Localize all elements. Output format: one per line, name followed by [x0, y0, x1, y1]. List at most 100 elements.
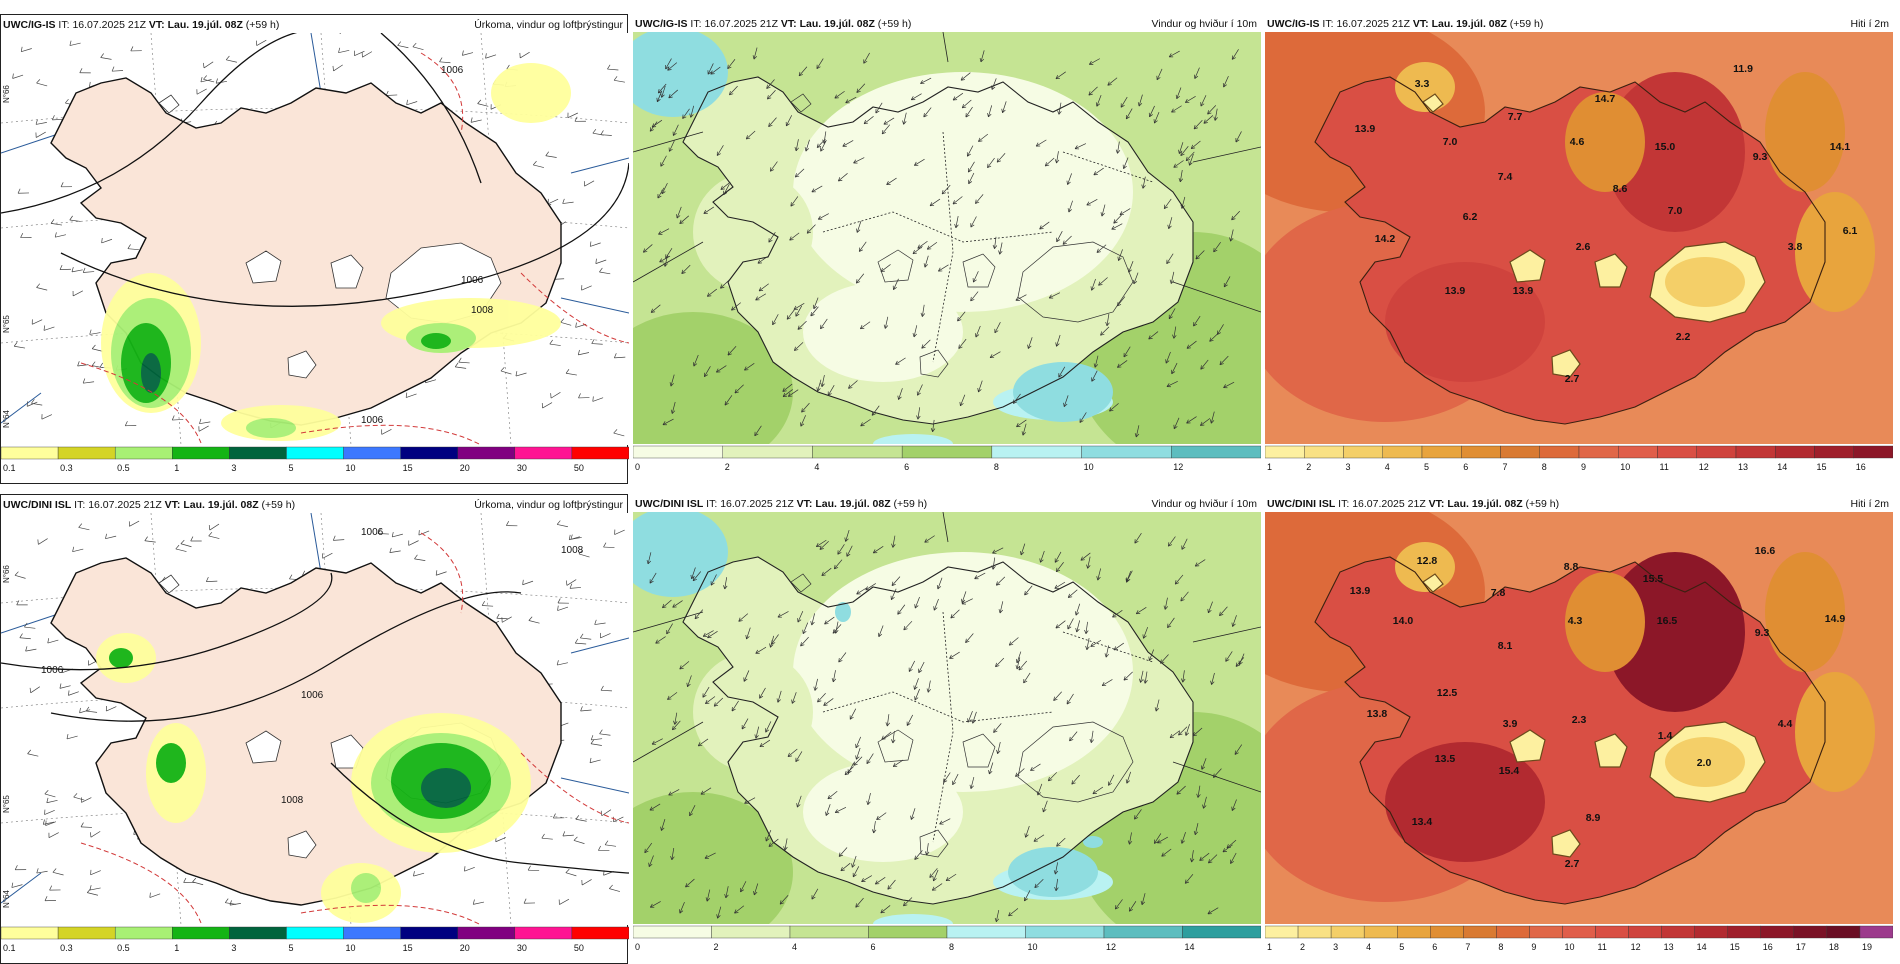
- colorbar-tick-label: 10: [1620, 462, 1630, 472]
- colorbar-swatch: [1728, 926, 1761, 938]
- precip-area: [421, 333, 451, 349]
- colorbar-swatch: [947, 926, 1026, 938]
- colorbar-tick-label: 10: [1084, 462, 1094, 472]
- wind-map: [633, 512, 1261, 924]
- pressure-label: 1008: [281, 795, 304, 806]
- colorbar-tick-label: 3: [231, 463, 236, 473]
- colorbar-swatch: [1171, 446, 1261, 458]
- colorbar-tick-label: 0.3: [60, 943, 73, 953]
- precip-area: [491, 63, 571, 123]
- precip-area: [109, 648, 133, 668]
- latitude-label: N°65: [2, 315, 11, 333]
- temperature-label: 6.1: [1843, 225, 1858, 237]
- valid-time-value: Lau. 19.júl. 08Z: [183, 499, 258, 511]
- temperature-label: 13.4: [1412, 816, 1433, 828]
- colorbar-tick-label: 1: [174, 943, 179, 953]
- colorbar-tick-label: 9: [1531, 942, 1536, 952]
- colorbar-tick-label: 15: [403, 943, 413, 953]
- init-time-value: 16.07.2025 21Z: [1352, 498, 1426, 510]
- colorbar-tick-label: 2: [714, 942, 719, 952]
- colorbar-tick-label: 0.1: [3, 943, 16, 953]
- pressure-label: 1006: [301, 690, 324, 701]
- map-panel-precip: UWC/DINI ISL IT: 16.07.2025 21Z VT: Lau.…: [0, 494, 628, 964]
- colorbar-swatch: [1344, 446, 1383, 458]
- colorbar-swatch: [790, 926, 869, 938]
- panel-title: Vindur og hviður í 10m: [1152, 497, 1257, 511]
- colorbar-tick-label: 15: [1817, 462, 1827, 472]
- init-time-label: IT:: [58, 19, 69, 31]
- colorbar-swatch: [992, 446, 1082, 458]
- precip-area: [351, 873, 381, 903]
- temperature-label: 4.6: [1570, 136, 1585, 148]
- temperature-label: 14.9: [1825, 613, 1846, 625]
- colorbar-swatch: [458, 447, 515, 459]
- colorbar-swatch: [172, 927, 229, 939]
- temp-area: [1765, 552, 1845, 672]
- colorbar-tick-label: 2: [725, 462, 730, 472]
- colorbar-swatch: [1463, 926, 1496, 938]
- colorbar-tick-label: 2: [1300, 942, 1305, 952]
- colorbar-swatch: [1854, 446, 1893, 458]
- lead-time: (+59 h): [246, 19, 280, 31]
- temperature-label: 2.0: [1697, 757, 1712, 769]
- panel-header: UWC/IG-IS IT: 16.07.2025 21Z VT: Lau. 19…: [3, 18, 623, 32]
- colorbar-tick-label: 4: [792, 942, 797, 952]
- panel-title: Hiti í 2m: [1850, 497, 1889, 511]
- colorbar-tick-label: 5: [1424, 462, 1429, 472]
- colorbar-tick-label: 7: [1465, 942, 1470, 952]
- colorbar-swatch: [58, 927, 115, 939]
- precip-area: [246, 418, 296, 438]
- colorbar-swatch: [1104, 926, 1183, 938]
- map-panel-temp: UWC/IG-IS IT: 16.07.2025 21Z VT: Lau. 19…: [1265, 14, 1893, 484]
- wind-map: [633, 32, 1261, 444]
- colorbar-tick-label: 16: [1763, 942, 1773, 952]
- colorbar-tick-label: 6: [904, 462, 909, 472]
- temperature-label: 13.9: [1513, 285, 1534, 297]
- colorbar-tick-label: 19: [1862, 942, 1872, 952]
- colorbar-tick-label: 13: [1664, 942, 1674, 952]
- temperature-label: 2.7: [1565, 373, 1580, 385]
- colorbar-swatch: [1827, 926, 1860, 938]
- colorbar-tick-label: 5: [1399, 942, 1404, 952]
- temperature-label: 13.5: [1435, 753, 1456, 765]
- colorbar-swatch: [1331, 926, 1364, 938]
- colorbar-tick-label: 0: [635, 462, 640, 472]
- colorbar-tick-label: 12: [1631, 942, 1641, 952]
- map-panel-precip: UWC/IG-IS IT: 16.07.2025 21Z VT: Lau. 19…: [0, 14, 628, 484]
- model-name: UWC/IG-IS: [3, 19, 56, 31]
- colorbar-tick-label: 18: [1829, 942, 1839, 952]
- colorbar-tick-label: 1: [1267, 462, 1272, 472]
- temperature-label: 13.9: [1445, 285, 1466, 297]
- colorbar-tick-label: 12: [1173, 462, 1183, 472]
- temperature-label: 7.8: [1491, 587, 1506, 599]
- wind-gust-area: [1013, 362, 1113, 422]
- valid-time-label: VT:: [781, 18, 797, 30]
- colorbar-tick-label: 1: [174, 463, 179, 473]
- temperature-label: 14.7: [1595, 93, 1616, 105]
- init-time-value: 16.07.2025 21Z: [720, 498, 794, 510]
- colorbar-swatch: [115, 447, 172, 459]
- temperature-label: 7.7: [1508, 111, 1523, 123]
- pressure-label: 1008: [471, 305, 494, 316]
- colorbar-swatch: [1383, 446, 1422, 458]
- colorbar-swatch: [1461, 446, 1500, 458]
- temperature-label: 11.9: [1733, 63, 1753, 75]
- colorbar-swatch: [723, 446, 813, 458]
- colorbar-swatch: [1794, 926, 1827, 938]
- colorbar-tick-label: 10: [1028, 942, 1038, 952]
- temperature-label: 12.5: [1437, 687, 1458, 699]
- colorbar-swatch: [1658, 446, 1697, 458]
- temperature-label: 2.2: [1676, 331, 1691, 343]
- colorbar-tick-label: 10: [1564, 942, 1574, 952]
- panel-header: UWC/IG-IS IT: 16.07.2025 21Z VT: Lau. 19…: [635, 17, 1257, 31]
- colorbar-tick-label: 3: [231, 943, 236, 953]
- colorbar-tick-label: 5: [288, 943, 293, 953]
- colorbar-tick-label: 11: [1660, 462, 1669, 472]
- colorbar-tick-label: 14: [1697, 942, 1707, 952]
- temperature-label: 8.1: [1498, 640, 1513, 652]
- colorbar-swatch: [1629, 926, 1662, 938]
- colorbar-swatch: [401, 927, 458, 939]
